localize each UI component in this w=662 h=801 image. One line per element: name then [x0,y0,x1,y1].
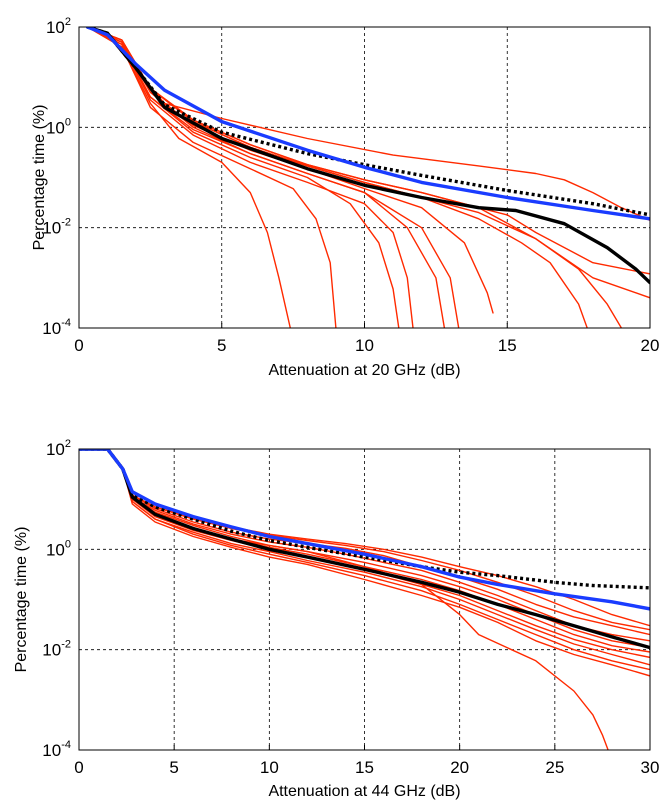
x-tick-label: 20 [450,758,469,777]
y-tick-label: 102 [46,438,71,459]
series-group [85,27,650,328]
series-line-blue [85,27,650,221]
series-line-red [86,27,650,299]
x-axis-label: Attenuation at 44 GHz (dB) [268,783,460,800]
y-tick-label: 102 [46,16,71,37]
series-line-red [86,27,650,221]
x-tick-label: 15 [498,336,517,355]
series-line-red [86,27,337,328]
x-tick-label: 0 [74,336,83,355]
series-line-black-dotted [87,27,650,217]
y-axis-label: Percentage time (%) [31,105,48,251]
chart-panel-1: 0 5 10 15 20 102 100 10-2 10-4 Attenuation at 20 … [31,16,659,379]
y-tick-label: 100 [46,538,71,559]
x-tick-label: 10 [355,336,374,355]
x-tick-label: 15 [355,758,374,777]
x-tick-label: 25 [545,758,564,777]
series-group [79,449,650,750]
x-tick-label: 5 [217,336,226,355]
x-axis-label: Attenuation at 20 GHz (dB) [268,362,460,379]
chart-panel-2: 0 5 10 15 20 25 30 102 100 10-2 10-4 Attenuation at… [13,438,659,800]
series-line-red [79,449,609,750]
series-line-red [86,27,291,328]
x-tick-label: 30 [641,758,660,777]
series-line-blue [79,449,650,611]
x-tick-label: 5 [169,758,178,777]
y-tick-label: 10-2 [42,217,71,238]
y-tick-label: 100 [46,116,71,137]
series-line-red [86,27,414,328]
y-axis-label: Percentage time (%) [13,527,30,673]
x-tick-label: 0 [74,758,83,777]
x-tick-label: 10 [260,758,279,777]
y-tick-label: 10-4 [42,739,71,760]
series-line-black [85,27,650,285]
x-tick-label: 20 [641,336,660,355]
y-tick-label: 10-2 [42,639,71,660]
y-tick-label: 10-4 [42,317,71,338]
